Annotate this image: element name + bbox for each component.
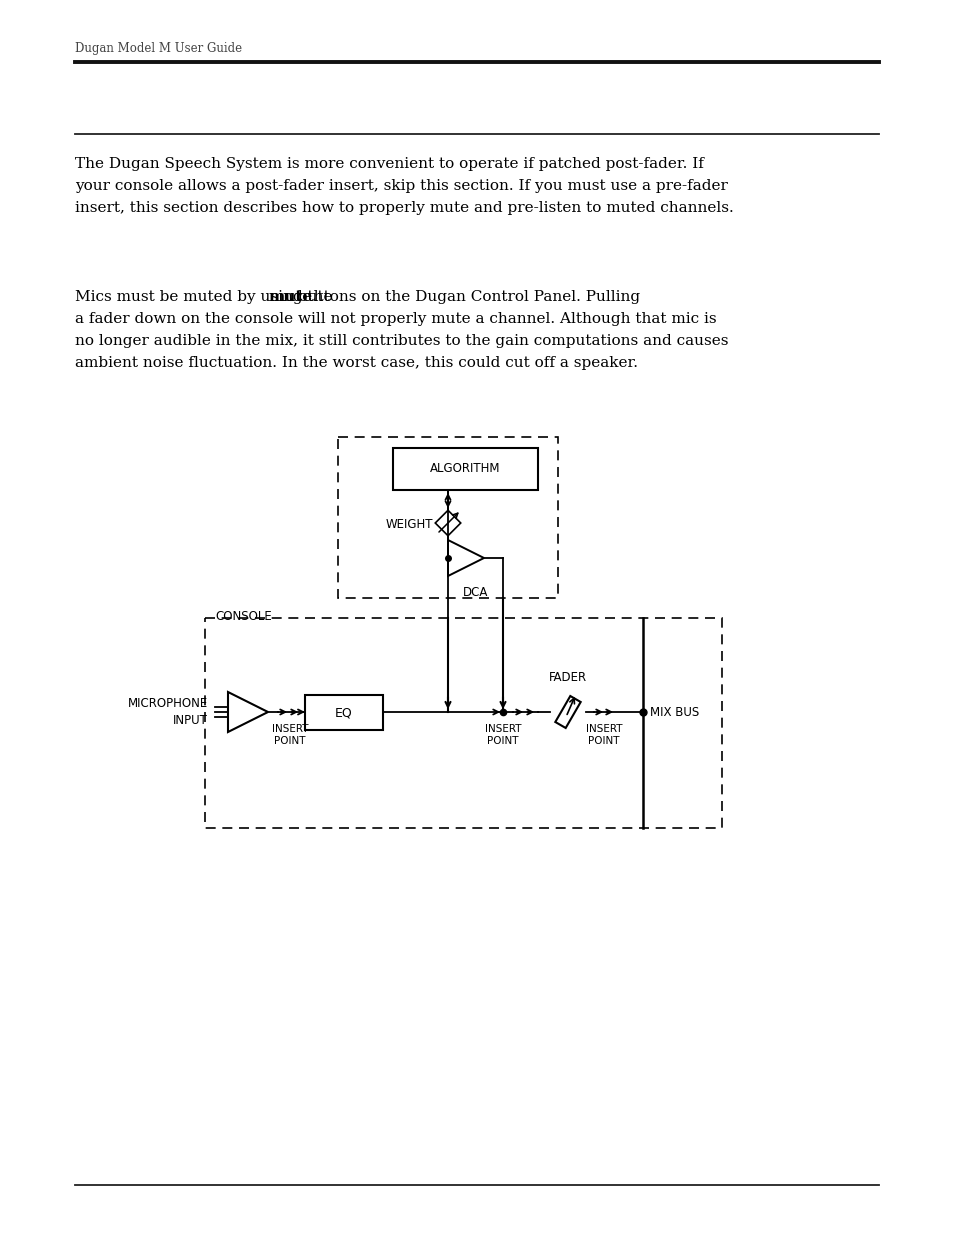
Text: ambient noise fluctuation. In the worst case, this could cut off a speaker.: ambient noise fluctuation. In the worst … [75, 356, 638, 370]
Polygon shape [305, 695, 382, 730]
Text: The Dugan Speech System is more convenient to operate if patched post-fader. If: The Dugan Speech System is more convenie… [75, 157, 703, 170]
Text: no longer audible in the mix, it still contributes to the gain computations and : no longer audible in the mix, it still c… [75, 333, 728, 348]
Text: mute: mute [269, 290, 313, 304]
Text: MICROPHONE
INPUT: MICROPHONE INPUT [128, 697, 208, 727]
Text: your console allows a post-fader insert, skip this section. If you must use a pr: your console allows a post-fader insert,… [75, 179, 727, 193]
Text: INSERT
POINT: INSERT POINT [272, 724, 308, 746]
Text: FADER: FADER [548, 671, 586, 684]
Polygon shape [435, 510, 460, 536]
Text: Dugan Model M User Guide: Dugan Model M User Guide [75, 42, 242, 56]
Text: a fader down on the console will not properly mute a channel. Although that mic : a fader down on the console will not pro… [75, 312, 716, 326]
Text: buttons on the Dugan Control Panel. Pulling: buttons on the Dugan Control Panel. Pull… [293, 290, 639, 304]
Text: MIX BUS: MIX BUS [649, 705, 699, 719]
Text: INSERT
POINT: INSERT POINT [484, 724, 520, 746]
Text: EQ: EQ [335, 706, 353, 719]
Polygon shape [448, 540, 483, 576]
Text: WEIGHT: WEIGHT [385, 519, 433, 531]
Polygon shape [228, 692, 268, 732]
Polygon shape [393, 448, 537, 490]
Text: CONSOLE: CONSOLE [214, 610, 272, 622]
Text: Mics must be muted by using the: Mics must be muted by using the [75, 290, 337, 304]
Polygon shape [555, 697, 580, 727]
Text: DCA: DCA [463, 585, 488, 599]
Text: INSERT
POINT: INSERT POINT [585, 724, 621, 746]
Text: ALGORITHM: ALGORITHM [430, 462, 500, 475]
Text: insert, this section describes how to properly mute and pre-listen to muted chan: insert, this section describes how to pr… [75, 201, 733, 215]
